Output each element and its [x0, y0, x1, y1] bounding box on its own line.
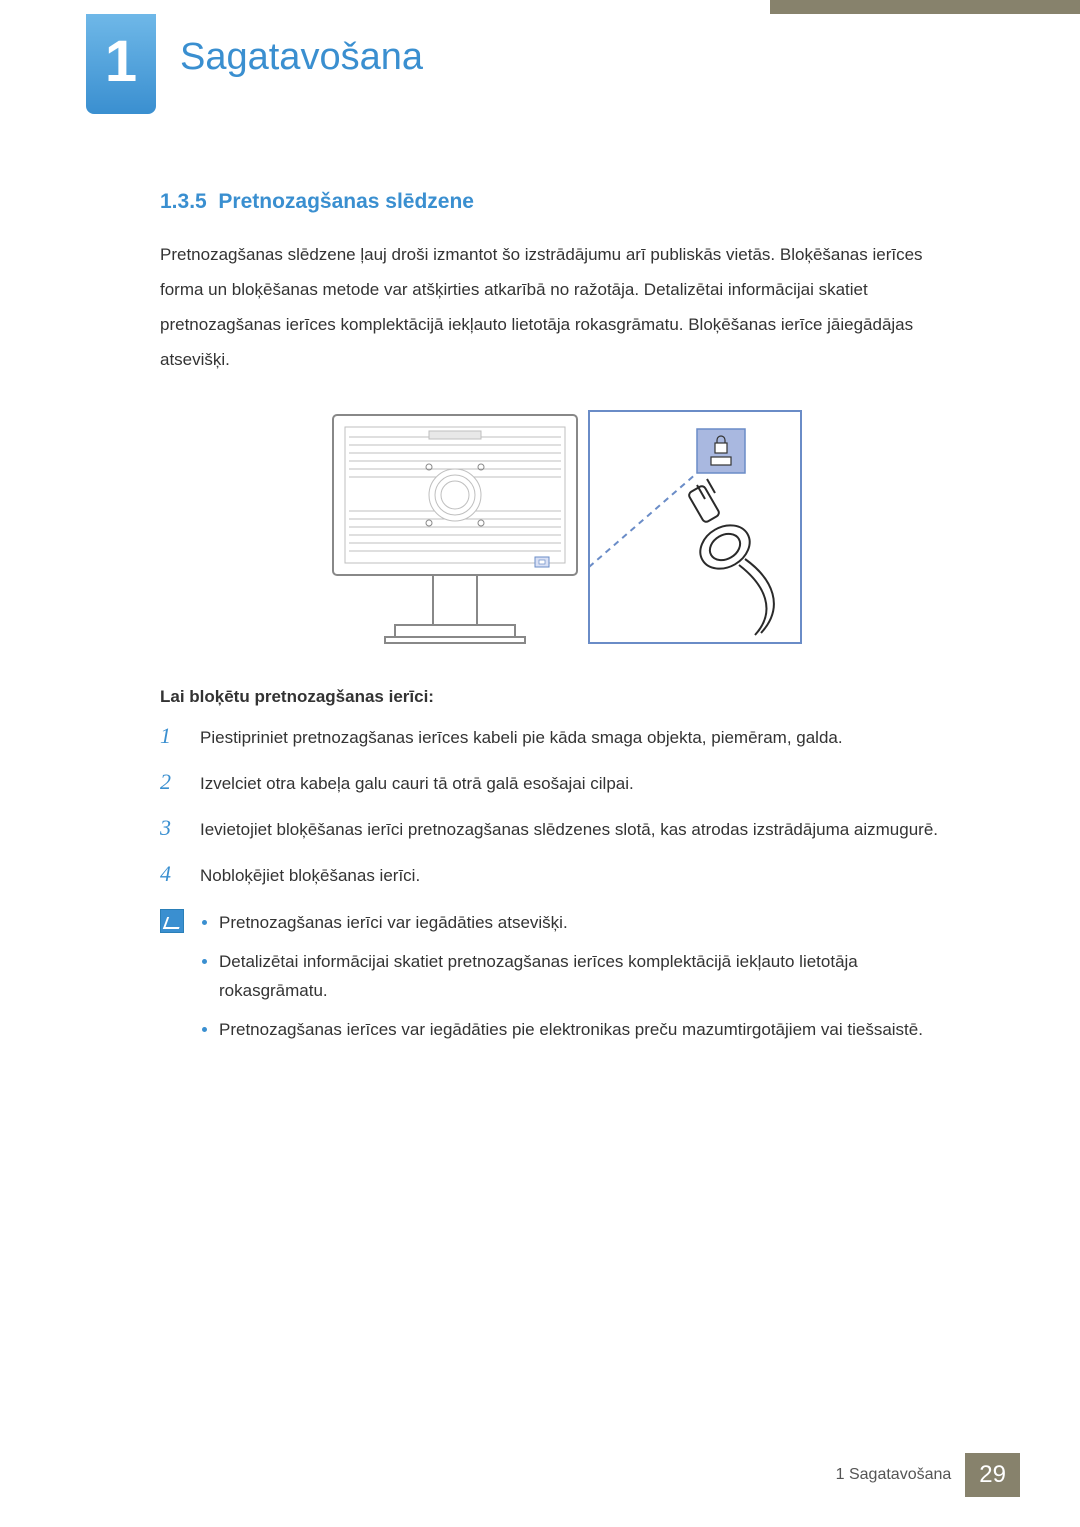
note-item: Pretnozagšanas ierīci var iegādāties ats…: [202, 909, 970, 938]
step-number: 2: [160, 769, 182, 795]
footer-chapter-label: 1 Sagatavošana: [836, 1466, 966, 1484]
step-number: 3: [160, 815, 182, 841]
bullet-icon: [202, 920, 207, 925]
step-text: Piestipriniet pretnozagšanas ierīces kab…: [200, 724, 843, 753]
section-heading: 1.3.5 Pretnozagšanas slēdzene: [160, 190, 970, 214]
step-2: 2 Izvelciet otra kabeļa galu cauri tā ot…: [160, 769, 970, 799]
note-text: Pretnozagšanas ierīces var iegādāties pi…: [219, 1016, 923, 1045]
note-text: Pretnozagšanas ierīci var iegādāties ats…: [219, 909, 568, 938]
note-item: Detalizētai informācijai skatiet pretnoz…: [202, 948, 970, 1006]
step-3: 3 Ievietojiet bloķēšanas ierīci pretnoza…: [160, 815, 970, 845]
lock-callout-illustration: [585, 407, 805, 647]
page-content: 1.3.5 Pretnozagšanas slēdzene Pretnozagš…: [160, 190, 970, 1055]
chapter-title: Sagatavošana: [180, 36, 423, 79]
note-icon: [160, 909, 184, 933]
section-title: Pretnozagšanas slēdzene: [218, 190, 474, 213]
section-number: 1.3.5: [160, 190, 207, 213]
chapter-number-badge: 1: [86, 14, 156, 114]
note-list: Pretnozagšanas ierīci var iegādāties ats…: [202, 909, 970, 1055]
footer-page-number: 29: [965, 1453, 1020, 1497]
monitor-back-illustration: [325, 407, 585, 647]
step-1: 1 Piestipriniet pretnozagšanas ierīces k…: [160, 723, 970, 753]
figure: [160, 407, 970, 647]
note-text: Detalizētai informācijai skatiet pretnoz…: [219, 948, 970, 1006]
page-footer: 1 Sagatavošana 29: [836, 1453, 1020, 1497]
step-4: 4 Nobloķējiet bloķēšanas ierīci.: [160, 861, 970, 891]
step-text: Ievietojiet bloķēšanas ierīci pretnozagš…: [200, 816, 938, 845]
header-accent-bar: [770, 0, 1080, 14]
bullet-icon: [202, 1027, 207, 1032]
step-number: 1: [160, 723, 182, 749]
bullet-icon: [202, 959, 207, 964]
note-item: Pretnozagšanas ierīces var iegādāties pi…: [202, 1016, 970, 1045]
procedure-heading: Lai bloķētu pretnozagšanas ierīci:: [160, 687, 970, 707]
intro-paragraph: Pretnozagšanas slēdzene ļauj droši izman…: [160, 238, 970, 377]
step-text: Izvelciet otra kabeļa galu cauri tā otrā…: [200, 770, 634, 799]
step-text: Nobloķējiet bloķēšanas ierīci.: [200, 862, 420, 891]
note-block: Pretnozagšanas ierīci var iegādāties ats…: [160, 909, 970, 1055]
step-number: 4: [160, 861, 182, 887]
